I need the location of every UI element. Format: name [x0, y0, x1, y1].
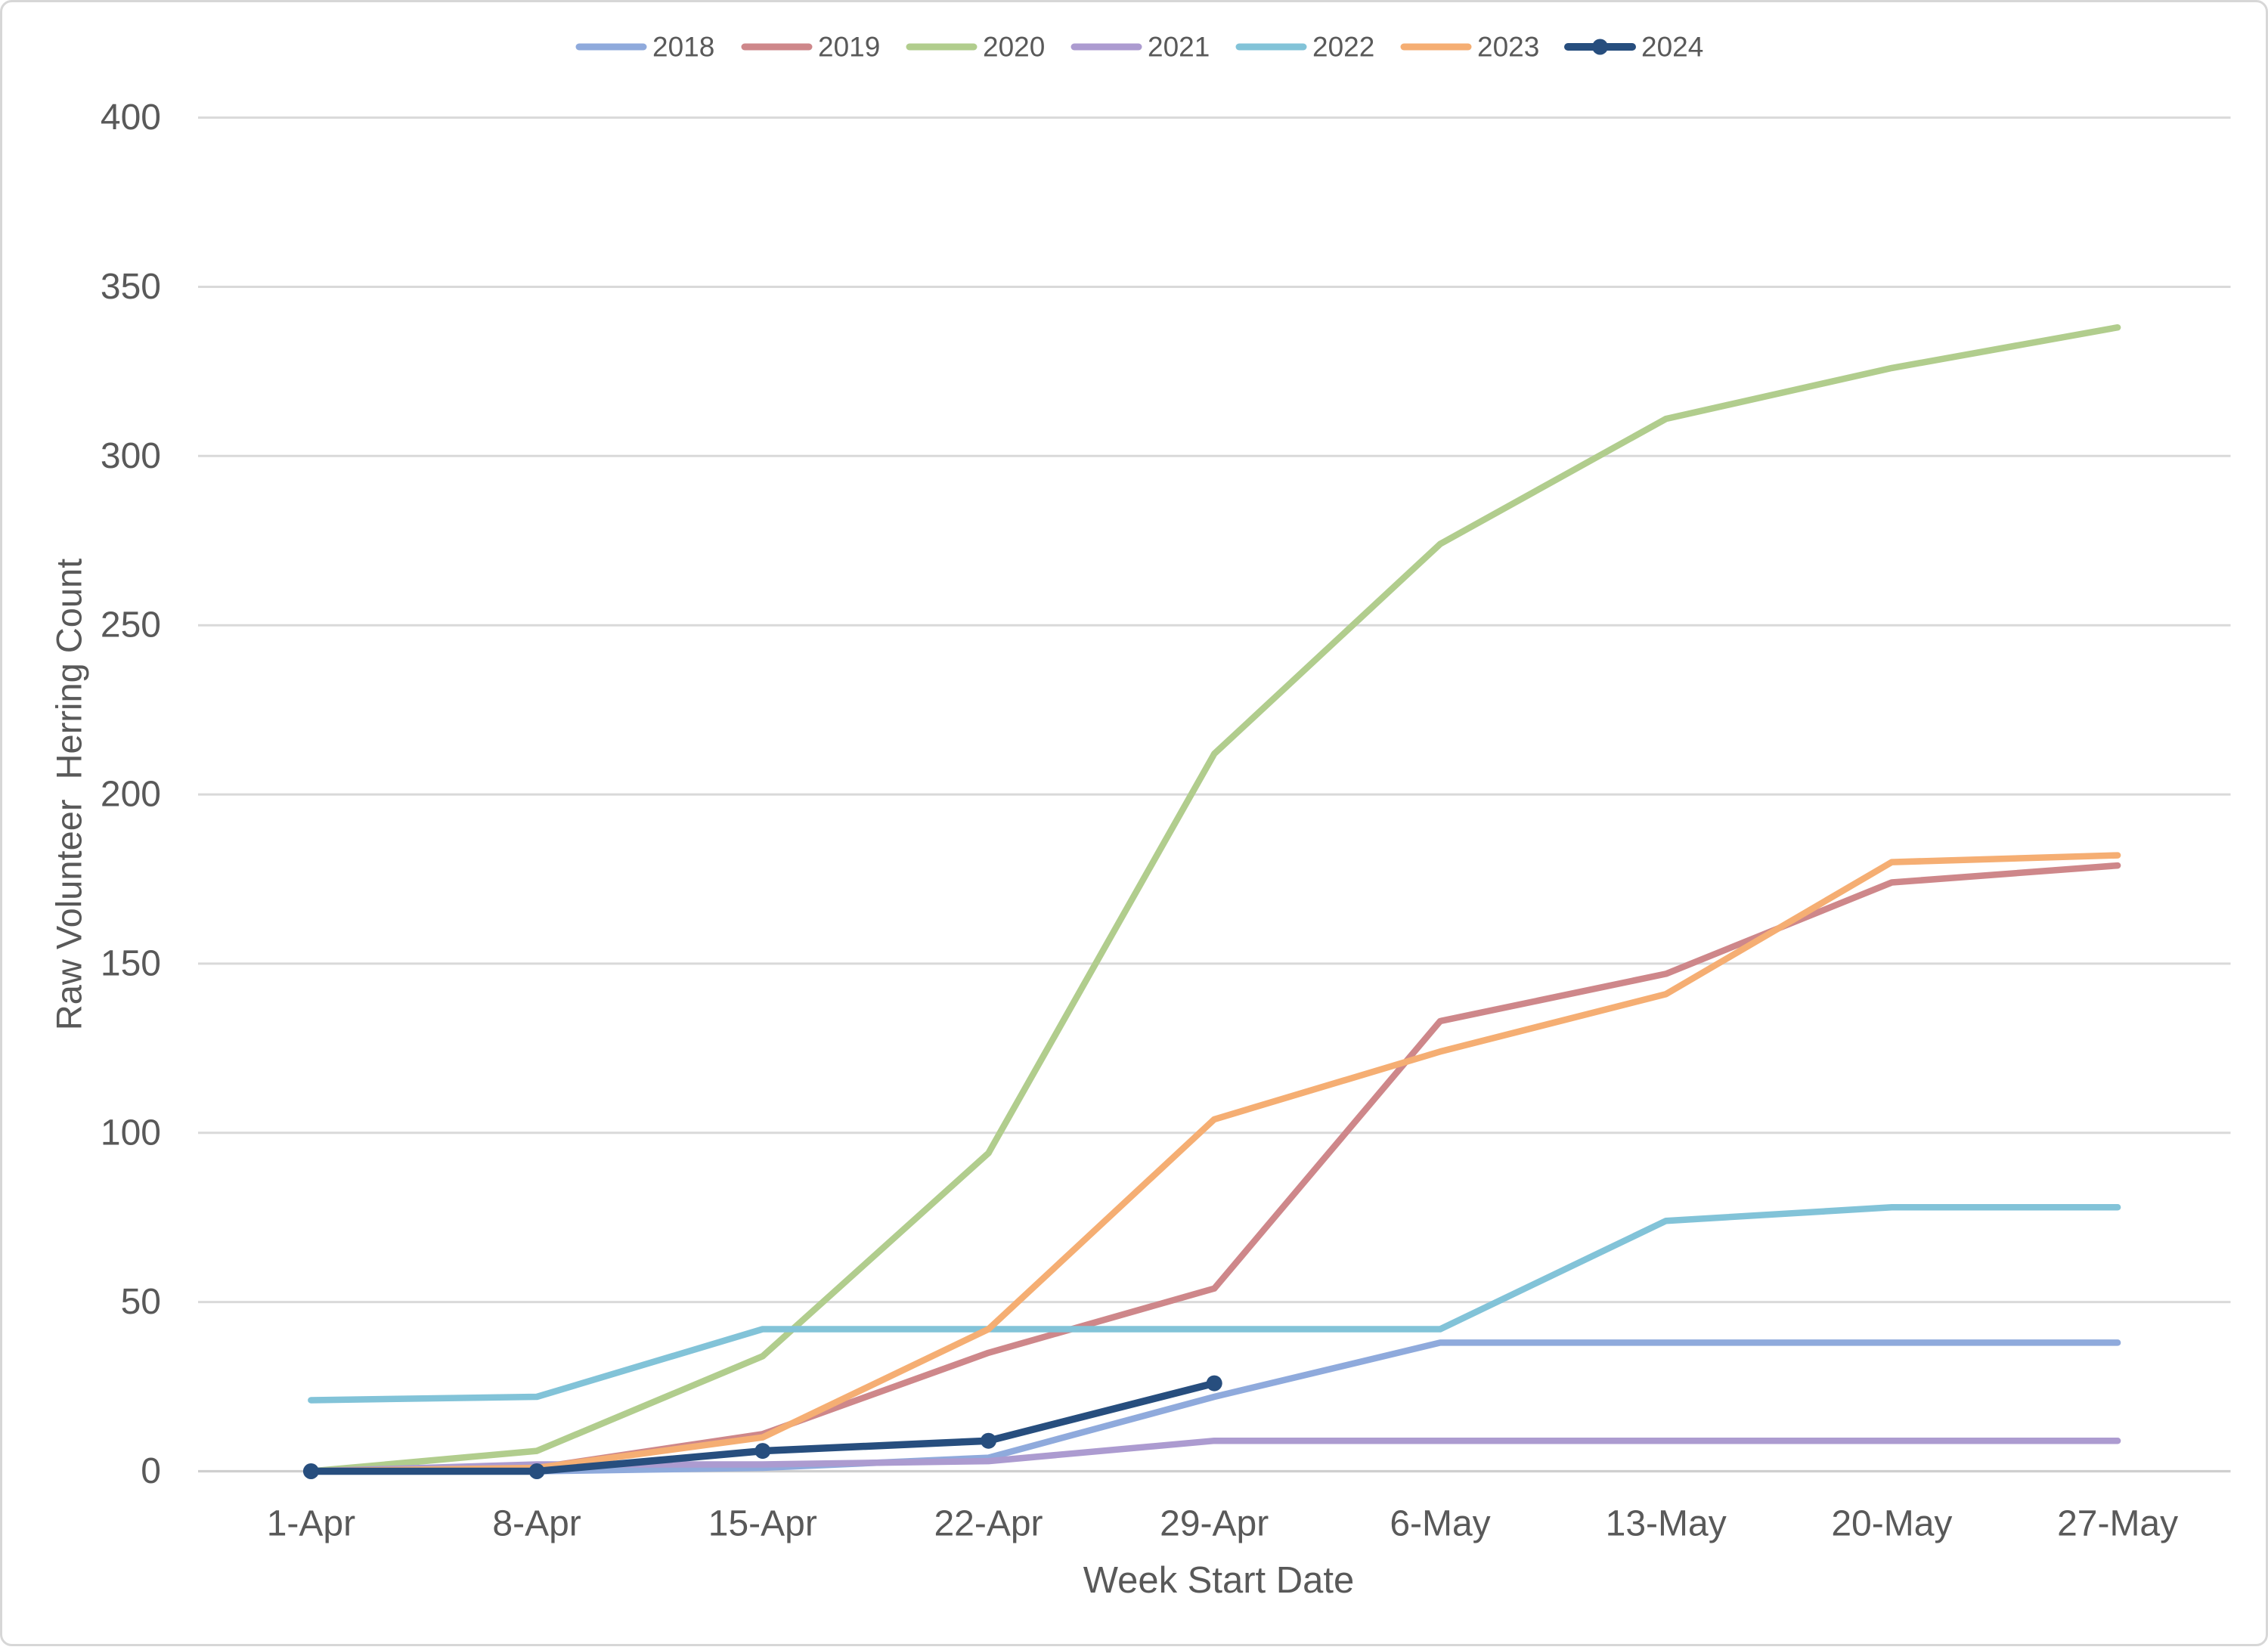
- svg-text:15-Apr: 15-Apr: [708, 1504, 817, 1544]
- svg-text:22-Apr: 22-Apr: [934, 1504, 1043, 1544]
- svg-text:350: 350: [101, 267, 161, 307]
- svg-text:2018: 2018: [652, 32, 714, 63]
- svg-text:2022: 2022: [1312, 32, 1374, 63]
- svg-text:0: 0: [141, 1451, 161, 1491]
- svg-text:100: 100: [101, 1113, 161, 1153]
- svg-text:200: 200: [101, 775, 161, 815]
- svg-text:2021: 2021: [1148, 32, 1210, 63]
- svg-text:29-Apr: 29-Apr: [1160, 1504, 1269, 1544]
- svg-text:6-May: 6-May: [1390, 1504, 1490, 1544]
- svg-text:250: 250: [101, 605, 161, 645]
- svg-text:400: 400: [101, 98, 161, 138]
- svg-text:2019: 2019: [818, 32, 880, 63]
- svg-text:2020: 2020: [983, 32, 1045, 63]
- svg-text:13-May: 13-May: [1606, 1504, 1727, 1544]
- svg-text:Week Start Date: Week Start Date: [1083, 1560, 1355, 1601]
- svg-text:27-May: 27-May: [2057, 1504, 2178, 1544]
- svg-text:8-Apr: 8-Apr: [492, 1504, 581, 1544]
- svg-text:20-May: 20-May: [1831, 1504, 1952, 1544]
- svg-text:2024: 2024: [1641, 32, 1703, 63]
- svg-text:300: 300: [101, 436, 161, 476]
- svg-text:Raw Volunteer Herring Count: Raw Volunteer Herring Count: [49, 559, 89, 1030]
- svg-text:150: 150: [101, 943, 161, 983]
- svg-text:2023: 2023: [1477, 32, 1539, 63]
- svg-text:50: 50: [121, 1282, 161, 1322]
- svg-text:1-Apr: 1-Apr: [267, 1504, 355, 1544]
